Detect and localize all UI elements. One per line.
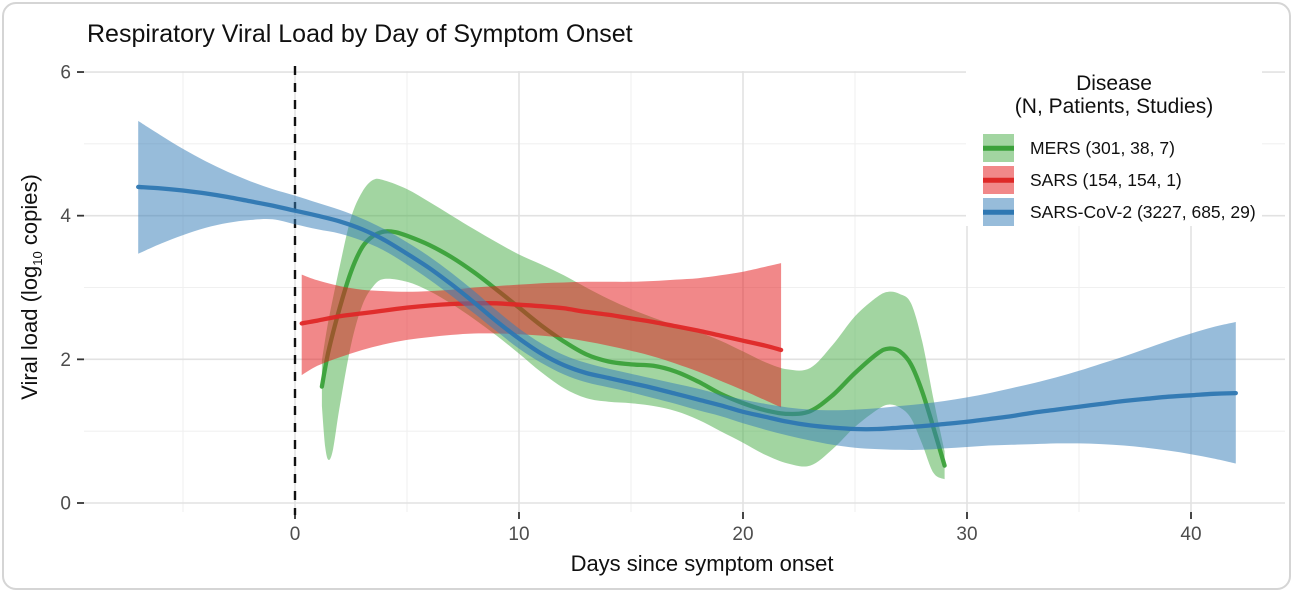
y-axis-title-sub: 10 (30, 251, 46, 266)
y-axis-title-pre: Viral load (log (16, 265, 42, 400)
y-tick-label: 6 (60, 63, 71, 84)
x-tick-label: 30 (956, 524, 977, 545)
legend-title: Disease (1076, 72, 1152, 95)
page-title: Respiratory Viral Load by Day of Symptom… (87, 20, 633, 48)
legend-key-mers-icon (983, 134, 1014, 162)
y-axis-title: Viral load (log10 copies) (17, 174, 45, 400)
legend-key-sars-line-icon (983, 177, 1014, 183)
legend-subtitle: (N, Patients, Studies) (1014, 95, 1214, 118)
legend-rows: MERS (301, 38, 7) SARS (154, 154, 1) SAR… (966, 134, 1262, 226)
confidence-band (301, 263, 782, 408)
legend-row-sars: SARS (154, 154, 1) (966, 166, 1262, 194)
series-sars-cov-2 (136, 120, 1238, 464)
legend-key-mers-line-icon (983, 145, 1014, 151)
legend-label-sars-cov-2: SARS-CoV-2 (3227, 685, 29) (1030, 201, 1256, 222)
legend-key-sars-cov-2-line-icon (983, 209, 1014, 215)
legend-key-sars-cov-2-icon (983, 198, 1014, 226)
legend-label-mers: MERS (301, 38, 7) (1030, 137, 1175, 158)
x-tick-label: 20 (732, 524, 753, 545)
y-tick-label: 4 (60, 206, 71, 227)
y-tick-label: 0 (60, 494, 71, 515)
x-tick-label: 10 (508, 524, 529, 545)
trend-line (299, 301, 784, 353)
x-tick-label: 40 (1180, 524, 1201, 545)
axis-tick-marks (77, 71, 1192, 519)
trend-line (136, 184, 1238, 432)
series-sars (299, 263, 784, 408)
x-tick-label: 0 (290, 524, 301, 545)
x-axis-title: Days since symptom onset (570, 551, 834, 576)
legend-row-sars-cov-2: SARS-CoV-2 (3227, 685, 29) (966, 198, 1262, 226)
y-axis-title-post: copies) (16, 174, 42, 252)
legend-row-mers: MERS (301, 38, 7) (966, 134, 1262, 162)
legend: Disease (N, Patients, Studies) MERS (301… (966, 62, 1262, 226)
legend-key-sars-icon (983, 166, 1014, 194)
y-tick-label: 2 (60, 350, 71, 371)
legend-label-sars: SARS (154, 154, 1) (1030, 169, 1182, 190)
axis-tick-labels: 0 10 20 30 40 0 2 4 6 (60, 63, 1201, 545)
